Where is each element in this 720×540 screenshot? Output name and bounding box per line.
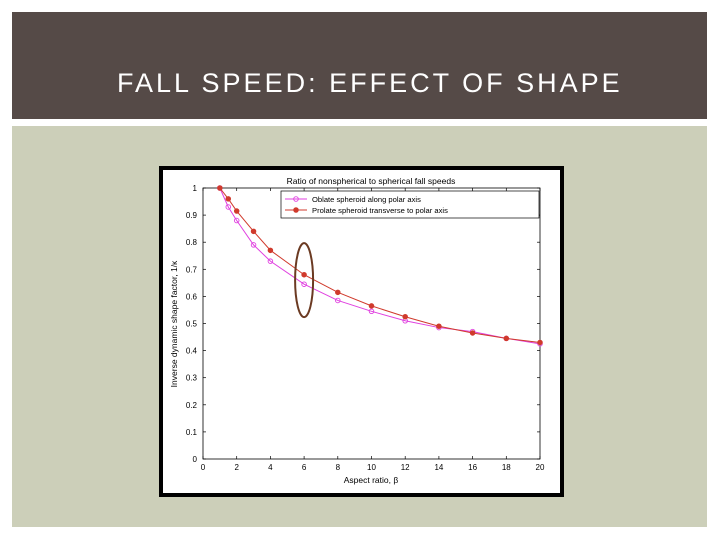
y-tick-label: 0.5: [186, 320, 198, 329]
legend-entry-label: Oblate spheroid along polar axis: [312, 195, 421, 204]
chart-frame: Ratio of nonspherical to spherical fall …: [159, 166, 564, 497]
legend-box: [280, 190, 540, 219]
x-tick-label: 10: [367, 463, 376, 472]
chart-area: Ratio of nonspherical to spherical fall …: [163, 170, 560, 493]
data-point: [225, 204, 232, 210]
data-point: [368, 308, 375, 315]
x-tick-label: 0: [201, 463, 206, 472]
data-point: [469, 330, 476, 336]
y-tick-label: 0.1: [186, 428, 198, 437]
legend-swatch-marker: [293, 196, 299, 202]
slide-title: FALL SPEED: EFFECT OF SHAPE: [117, 68, 623, 98]
data-point: [225, 196, 232, 202]
data-point: [402, 313, 408, 320]
x-tick-label: 6: [302, 463, 307, 472]
data-point: [250, 242, 257, 248]
y-tick-label: 0.2: [186, 401, 198, 410]
y-tick-label: 1: [193, 184, 198, 193]
y-tick-label: 0.6: [186, 292, 198, 301]
data-point: [233, 217, 240, 224]
data-point: [267, 247, 274, 254]
data-point: [503, 335, 510, 342]
x-tick-label: 2: [234, 463, 239, 472]
data-point: [233, 208, 240, 214]
highlight-ellipse: [294, 242, 315, 319]
y-axis-label: Inverse dynamic shape factor, 1/κ: [169, 260, 179, 387]
x-tick-label: 20: [536, 463, 545, 472]
y-tick-label: 0.4: [186, 347, 198, 356]
y-tick-label: 0.3: [186, 374, 198, 383]
data-point: [301, 271, 307, 278]
fall-speed-chart: Ratio of nonspherical to spherical fall …: [169, 176, 545, 485]
legend: Oblate spheroid along polar axis Prolate …: [280, 190, 540, 219]
data-point: [335, 297, 341, 304]
y-tick-label: 0.7: [186, 265, 198, 274]
data-point: [335, 289, 341, 296]
data-point: [368, 303, 375, 309]
data-point: [301, 281, 307, 287]
data-point: [250, 228, 257, 235]
x-tick-label: 8: [336, 463, 341, 472]
x-tick-label: 4: [268, 463, 273, 472]
y-tick-label: 0: [193, 455, 198, 464]
x-axis-label: Aspect ratio, β: [344, 475, 399, 485]
data-point: [537, 339, 543, 346]
x-tick-label: 14: [434, 463, 443, 472]
y-tick-label: 0.8: [186, 238, 198, 247]
x-tick-label: 12: [401, 463, 410, 472]
chart-title: Ratio of nonspherical to spherical fall …: [287, 176, 456, 186]
x-tick-label: 18: [502, 463, 511, 472]
legend-entry-label: Prolate spheroid transverse to polar axi…: [312, 206, 448, 215]
slide-title-bar: FALL SPEED: EFFECT OF SHAPE: [12, 12, 707, 119]
y-tick-label: 0.9: [186, 211, 198, 220]
data-point: [217, 185, 223, 191]
data-point: [267, 258, 274, 264]
legend-swatch-marker: [293, 207, 299, 213]
x-tick-label: 16: [468, 463, 477, 472]
plot-box: [202, 187, 541, 460]
data-point: [436, 323, 442, 329]
